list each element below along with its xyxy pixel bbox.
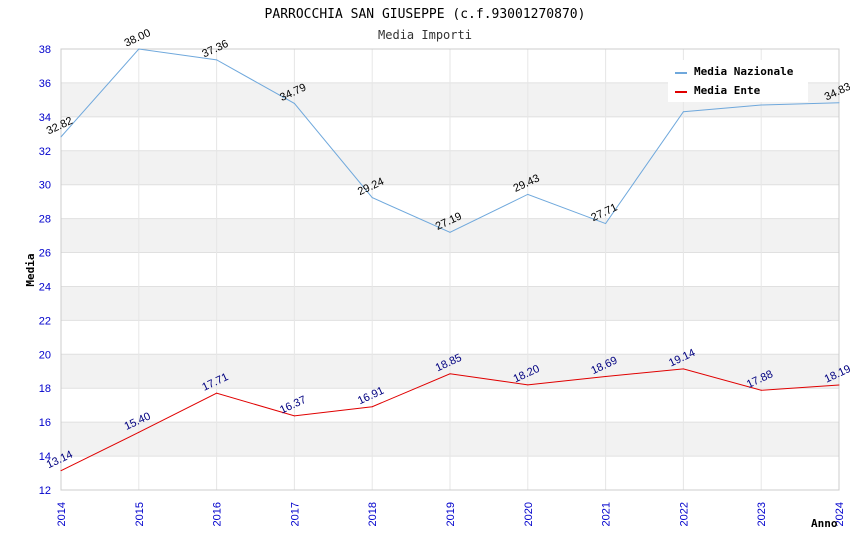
data-point [138,48,140,50]
x-tick-label: 2014 [56,502,68,526]
data-point [605,376,607,378]
y-tick-label: 26 [39,248,51,260]
data-label: 38.00 [123,27,153,50]
x-tick-label: 2018 [367,502,379,526]
x-tick-label: 2017 [289,502,301,526]
chart-subtitle: Media Importi [378,28,472,42]
y-tick-label: 34 [39,112,51,124]
y-tick-label: 18 [39,383,51,395]
x-axis-ticks: 2014 2015 2016 2017 2018 2019 2020 2021 2022 2023… [56,502,846,526]
y-tick-label: 12 [39,485,51,497]
legend-label-media-ente: Media Ente [694,84,761,97]
x-tick-label: 2022 [678,502,690,526]
x-tick-label: 2015 [134,502,146,526]
y-tick-label: 28 [39,214,51,226]
x-axis-label: Anno [811,517,838,530]
y-axis-label: Media [24,253,37,286]
data-point [449,373,451,375]
data-label: 16.37 [278,394,308,417]
y-tick-label: 36 [39,78,51,90]
data-point [216,59,218,61]
data-point [371,406,373,408]
x-tick-label: 2016 [212,502,224,526]
data-point [527,384,529,386]
data-label: 37.36 [200,38,230,61]
y-tick-label: 16 [39,417,51,429]
x-tick-label: 2019 [445,502,457,526]
legend-label-media-nazionale: Media Nazionale [694,65,794,78]
plot-area-border [60,48,840,491]
data-point [449,231,451,233]
y-tick-label: 38 [39,44,51,56]
data-point [60,136,62,138]
legend: Media Nazionale Media Ente [668,60,808,102]
data-point [527,193,529,195]
chart-title: PARROCCHIA SAN GIUSEPPE (c.f.93001270870… [265,7,586,22]
data-point [371,197,373,199]
data-point [216,392,218,394]
y-tick-label: 32 [39,146,51,158]
data-point [838,102,840,104]
data-point [138,431,140,433]
x-tick-label: 2024 [834,502,846,526]
data-point [293,102,295,104]
y-tick-label: 24 [39,281,51,293]
y-axis-ticks: 12 14 16 18 20 22 24 26 28 30 32 34 36 38 [39,44,51,497]
data-point [60,470,62,472]
x-tick-label: 2021 [601,502,613,526]
data-point [682,368,684,370]
data-point [605,223,607,225]
data-point [293,415,295,417]
series-group [60,48,840,472]
x-tick-label: 2020 [523,502,535,526]
gridlines [60,48,840,491]
y-tick-label: 14 [39,451,51,463]
x-tick-label: 2023 [756,502,768,526]
y-tick-label: 30 [39,180,51,192]
data-point [760,104,762,106]
data-point [682,111,684,113]
data-point [838,384,840,386]
y-tick-label: 20 [39,349,51,361]
legend-box [668,60,808,102]
data-point [760,389,762,391]
y-tick-label: 22 [39,315,51,327]
